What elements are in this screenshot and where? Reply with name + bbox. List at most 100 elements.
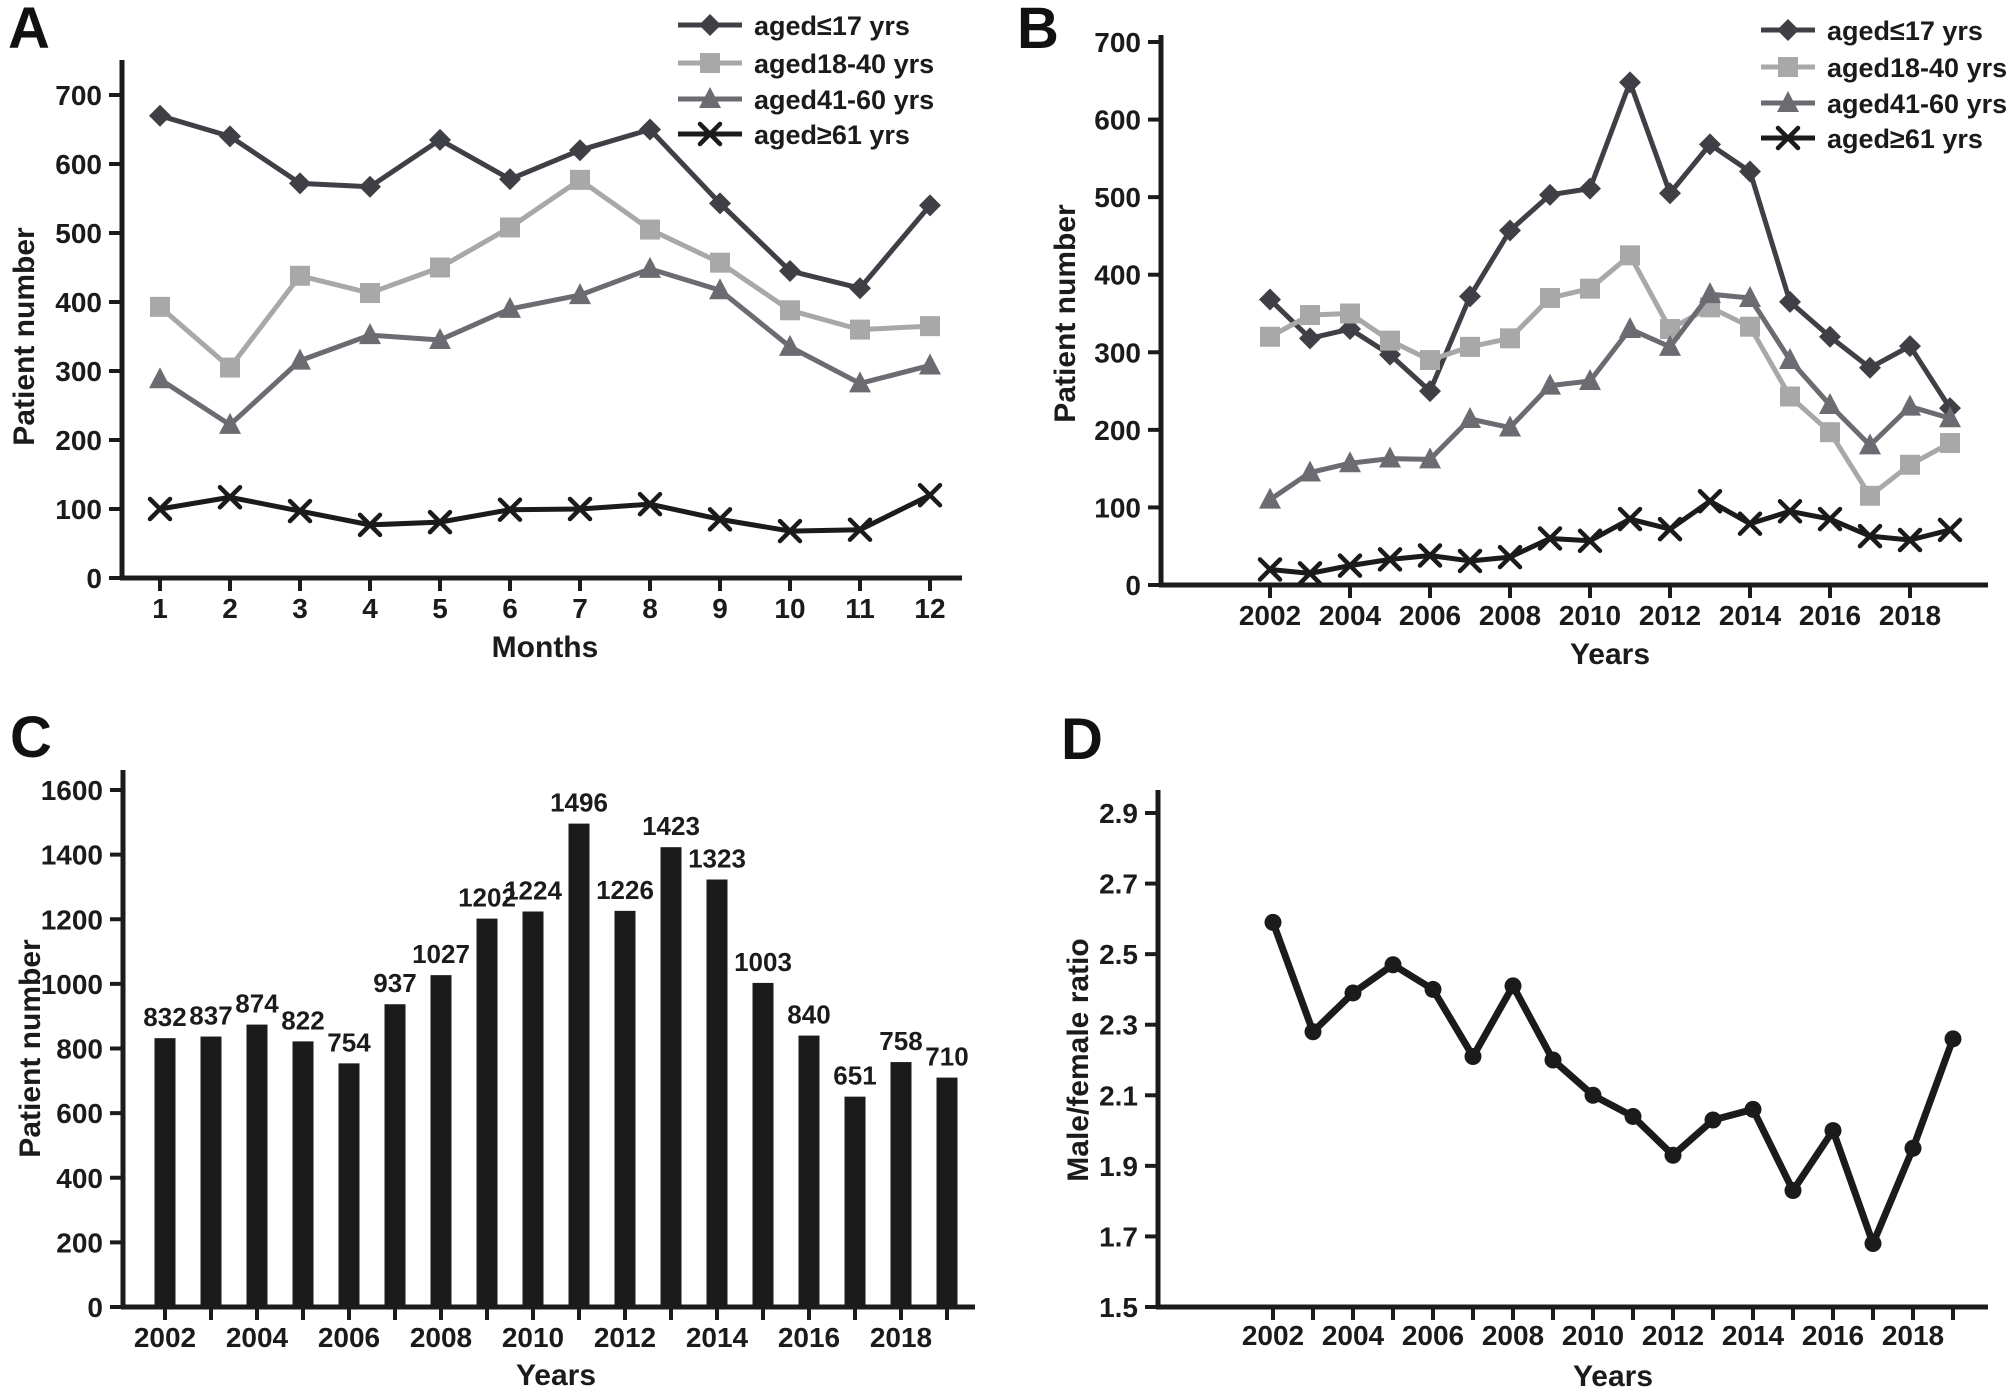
triangle-marker <box>1299 460 1321 482</box>
y-tick-label: 1.7 <box>1099 1221 1138 1252</box>
circle-marker <box>1584 1086 1602 1104</box>
diamond-marker <box>1819 325 1841 348</box>
panel-b: B 0 100 200 300 400 500 600 700 2002 2004 2006 2008… <box>1003 0 2006 695</box>
x-tick-label: 2014 <box>1722 1320 1785 1351</box>
x-tick-label: 2008 <box>1479 600 1541 631</box>
y-tick-label: 2.1 <box>1099 1080 1138 1111</box>
y-tick-label: 1.5 <box>1099 1292 1138 1323</box>
panel-a-letter: A <box>8 0 50 61</box>
diamond-marker <box>499 168 521 191</box>
bar <box>568 823 590 1307</box>
series-line <box>1268 291 1951 502</box>
x-marker <box>1457 548 1483 574</box>
diamond-marker <box>1699 133 1721 156</box>
y-tick-label: 1200 <box>41 904 103 935</box>
diamond-marker <box>149 104 171 127</box>
triangle-marker <box>709 278 731 300</box>
circle-marker <box>1824 1122 1842 1140</box>
y-tick-label: 0 <box>86 563 102 594</box>
square-marker <box>1940 433 1960 454</box>
bar <box>844 1096 866 1307</box>
legend-label: aged≥61 yrs <box>1827 124 1983 154</box>
circle-marker <box>1664 1146 1682 1164</box>
circle-marker <box>1264 913 1282 931</box>
x-marker <box>357 512 383 538</box>
bar <box>430 975 452 1307</box>
diamond-marker <box>1659 182 1681 205</box>
bar-value-label: 874 <box>235 989 279 1019</box>
y-tick-label: 400 <box>55 287 102 318</box>
diamond-marker <box>709 192 731 215</box>
bar <box>338 1063 360 1307</box>
bar <box>752 982 774 1307</box>
legend-label: aged18-40 yrs <box>1827 53 2006 83</box>
diamond-marker <box>779 259 801 282</box>
circle-marker <box>1624 1107 1642 1125</box>
x-tick-label: 2014 <box>686 1322 749 1353</box>
series-line <box>159 492 932 534</box>
square-marker <box>150 296 170 317</box>
legend-label: aged18-40 yrs <box>754 49 934 79</box>
diamond-marker <box>1419 380 1441 403</box>
x-tick-label: 2016 <box>1799 600 1861 631</box>
triangle-marker <box>1819 393 1841 415</box>
x-ticks: 2002 2004 2006 2008 2010 2012 2014 2016 2018 <box>134 1307 949 1353</box>
x-tick-label: 2006 <box>1399 600 1461 631</box>
bar <box>246 1024 268 1307</box>
triangle-marker <box>1379 446 1401 468</box>
x-tick-label: 2008 <box>1482 1320 1544 1351</box>
diamond-marker <box>1859 356 1881 379</box>
y-tick-label: 2.3 <box>1099 1010 1138 1041</box>
square-marker <box>290 265 310 286</box>
square-marker <box>360 283 380 304</box>
diamond-marker <box>1619 71 1641 94</box>
x-marker <box>697 121 723 147</box>
bar-value-label: 651 <box>833 1061 876 1091</box>
x-tick-label: 2018 <box>1879 600 1941 631</box>
x-marker <box>1657 516 1683 542</box>
y-tick-label: 2.7 <box>1099 869 1138 900</box>
bar-value-label: 1027 <box>412 939 470 969</box>
triangle-marker <box>569 283 591 305</box>
x-tick-label: 2 <box>222 593 238 624</box>
square-marker <box>1300 305 1320 326</box>
triangle-marker <box>1499 415 1521 437</box>
legend: aged≤17 yrs aged18-40 yrs aged41-60 yrs age… <box>678 11 934 150</box>
axes <box>1155 790 1988 1310</box>
y-axis-title: Patient number <box>1049 204 1082 423</box>
x-marker <box>147 496 173 522</box>
x-tick-label: 4 <box>362 593 378 624</box>
y-tick-label: 1600 <box>41 775 103 806</box>
axes <box>1158 35 1988 588</box>
circle-marker <box>1744 1100 1762 1118</box>
y-tick-label: 400 <box>56 1163 103 1194</box>
triangle-marker <box>779 334 801 356</box>
x-marker <box>707 507 733 532</box>
square-marker <box>700 53 720 73</box>
x-marker <box>1937 517 1963 543</box>
x-tick-label: 2014 <box>1719 600 1782 631</box>
y-tick-label: 600 <box>56 1098 103 1129</box>
x-marker <box>637 491 663 517</box>
x-marker <box>847 517 873 542</box>
series-4 <box>147 482 943 544</box>
y-tick-label: 700 <box>55 80 102 111</box>
legend-item: aged41-60 yrs <box>1761 89 2006 119</box>
panel-d: D 1.5 1.7 1.9 2.1 2.3 2.5 2.7 2.9 2002 2004 2006 20… <box>1003 695 2006 1390</box>
square-marker <box>710 252 730 273</box>
y-tick-label: 200 <box>1094 415 1141 446</box>
x-tick-label: 2010 <box>1562 1320 1624 1351</box>
y-ticks: 0 200 400 600 800 1000 1200 1400 1600 <box>41 775 123 1323</box>
series-line <box>1269 921 1957 1247</box>
triangle-marker <box>639 256 661 278</box>
x-tick-label: 2016 <box>1802 1320 1864 1351</box>
x-marker <box>217 485 243 510</box>
circle-marker <box>1784 1182 1802 1200</box>
bar <box>936 1077 958 1307</box>
panel-c-letter: C <box>10 705 52 770</box>
y-tick-label: 600 <box>55 149 102 180</box>
square-marker <box>1778 57 1798 77</box>
x-marker <box>1537 526 1563 551</box>
bar-value-label: 1496 <box>550 788 608 818</box>
